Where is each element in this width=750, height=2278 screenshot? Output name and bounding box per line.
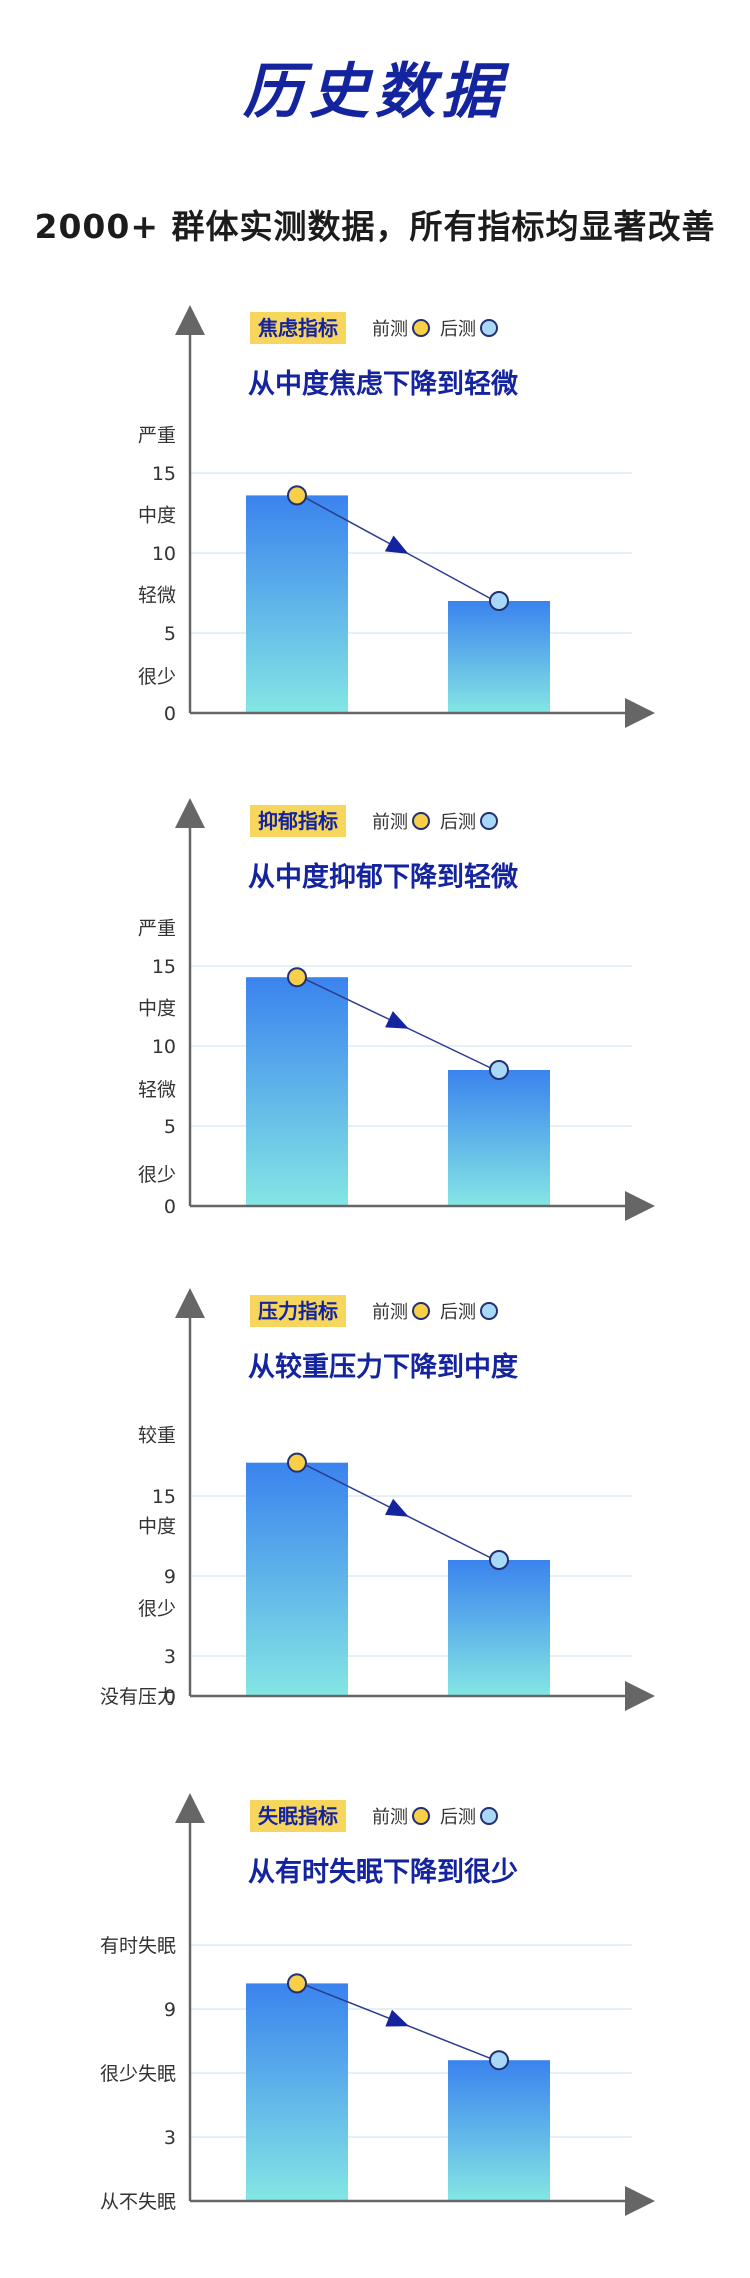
- y-tick-label: 9: [164, 1566, 176, 1588]
- chart-headline: 从有时失眠下降到很少: [248, 1857, 518, 1888]
- before-point: [287, 967, 307, 988]
- legend-before-label: 前测: [372, 319, 408, 340]
- y-tick-label: 5: [164, 1116, 176, 1138]
- chart-tag: 焦虑指标: [250, 312, 346, 344]
- page-subtitle: 2000+ 群体实测数据，所有指标均显著改善: [34, 207, 716, 246]
- bar-后测: [448, 601, 550, 713]
- chart-tag: 压力指标: [250, 1295, 346, 1327]
- y-level-label: 很少: [138, 1164, 176, 1186]
- y-tick-label: 0: [164, 1686, 176, 1708]
- before-point: [287, 1452, 307, 1473]
- legend-after-label: 后测: [440, 319, 476, 340]
- chart-headline: 从较重压力下降到中度: [248, 1352, 518, 1383]
- stress-chart-svg: 0 3 9 15 没有压力 很少 中度 较重: [100, 1288, 655, 1711]
- y-level-label: 轻微: [138, 1079, 176, 1101]
- depression-chart: 0 5 10 15 很少 轻微 中度 严重 抑郁指标 前测 后测 从中度抑郁下降到轻微: [0, 783, 750, 1283]
- before-marker-icon: [412, 1807, 430, 1825]
- change-arrow-icon: [385, 1498, 409, 1517]
- y-tick-label: 15: [152, 1486, 176, 1508]
- legend-before-label: 前测: [372, 812, 408, 833]
- after-point: [489, 1550, 509, 1570]
- y-level-label: 没有压力: [100, 1686, 176, 1708]
- y-level-label: 严重: [138, 425, 176, 447]
- y-tick-label: 10: [152, 543, 176, 565]
- chart-legend: 前测 后测: [372, 312, 504, 344]
- y-tick-label: 5: [164, 623, 176, 645]
- y-tick-label: 很少失眠: [100, 2063, 176, 2085]
- insomnia-chart: 3 很少失眠 9 有时失眠从不失眠 失眠指标 前测 后测 从有时失眠下降到很少: [0, 1778, 750, 2278]
- y-level-label: 中度: [138, 505, 176, 527]
- bar-后测: [448, 2060, 550, 2201]
- legend-after-label: 后测: [440, 812, 476, 833]
- chart-legend: 前测 后测: [372, 1800, 504, 1832]
- chart-tag: 失眠指标: [250, 1800, 346, 1832]
- bar-后测: [448, 1560, 550, 1696]
- stress-chart: 0 3 9 15 没有压力 很少 中度 较重 压力指标 前测 后测 从较重压力下降到中度: [0, 1273, 750, 1773]
- bar-后测: [448, 1070, 550, 1206]
- bar-前测: [246, 977, 348, 1206]
- after-marker-icon: [480, 1302, 498, 1320]
- depression-chart-svg: 0 5 10 15 很少 轻微 中度 严重: [138, 798, 655, 1221]
- anxiety-chart: 0 5 10 15 很少 轻微 中度 严重 焦虑指标 前测 后测 从中度焦虑下降到轻微: [0, 290, 750, 790]
- y-tick-label: 3: [164, 2127, 176, 2149]
- chart-headline: 从中度焦虑下降到轻微: [248, 369, 518, 400]
- legend-after-label: 后测: [440, 1807, 476, 1828]
- y-tick-label: 0: [164, 703, 176, 725]
- after-marker-icon: [480, 812, 498, 830]
- legend-before-label: 前测: [372, 1302, 408, 1323]
- bar-前测: [246, 495, 348, 713]
- bar-前测: [246, 1462, 348, 1696]
- chart-legend: 前测 后测: [372, 805, 504, 837]
- chart-legend: 前测 后测: [372, 1295, 504, 1327]
- before-marker-icon: [412, 319, 430, 337]
- before-marker-icon: [412, 812, 430, 830]
- y-tick-label: 9: [164, 1999, 176, 2021]
- after-point: [489, 591, 509, 611]
- chart-headline: 从中度抑郁下降到轻微: [248, 862, 518, 893]
- after-marker-icon: [480, 319, 498, 337]
- change-arrow-icon: [384, 535, 409, 554]
- legend-before-label: 前测: [372, 1807, 408, 1828]
- after-marker-icon: [480, 1807, 498, 1825]
- y-level-label: 较重: [138, 1425, 176, 1447]
- anxiety-chart-svg: 0 5 10 15 很少 轻微 中度 严重: [138, 305, 655, 728]
- change-arrow-icon: [385, 2009, 410, 2027]
- y-tick-label: 3: [164, 1646, 176, 1668]
- y-tick-label: 0: [164, 1196, 176, 1218]
- y-level-label: 中度: [138, 998, 176, 1020]
- y-level-label: 很少: [138, 1598, 176, 1620]
- after-point: [489, 1060, 509, 1080]
- bar-前测: [246, 1983, 348, 2201]
- chart-tag: 抑郁指标: [250, 805, 346, 837]
- before-point: [287, 1973, 307, 1994]
- y-tick-label: 15: [152, 956, 176, 978]
- y-level-label: 很少: [138, 666, 176, 688]
- y-tick-label: 15: [152, 463, 176, 485]
- before-point: [287, 485, 307, 506]
- before-marker-icon: [412, 1302, 430, 1320]
- page-title: 历史数据: [243, 57, 507, 127]
- y-level-label: 严重: [138, 918, 176, 940]
- after-point: [489, 2050, 509, 2071]
- y-level-label: 轻微: [138, 585, 176, 607]
- change-arrow-icon: [385, 1011, 409, 1029]
- y-tick-label: 有时失眠: [100, 1935, 176, 1957]
- y-level-label: 中度: [138, 1515, 176, 1537]
- y-tick-label: 10: [152, 1036, 176, 1058]
- legend-after-label: 后测: [440, 1302, 476, 1323]
- y-level-label: 从不失眠: [100, 2191, 176, 2213]
